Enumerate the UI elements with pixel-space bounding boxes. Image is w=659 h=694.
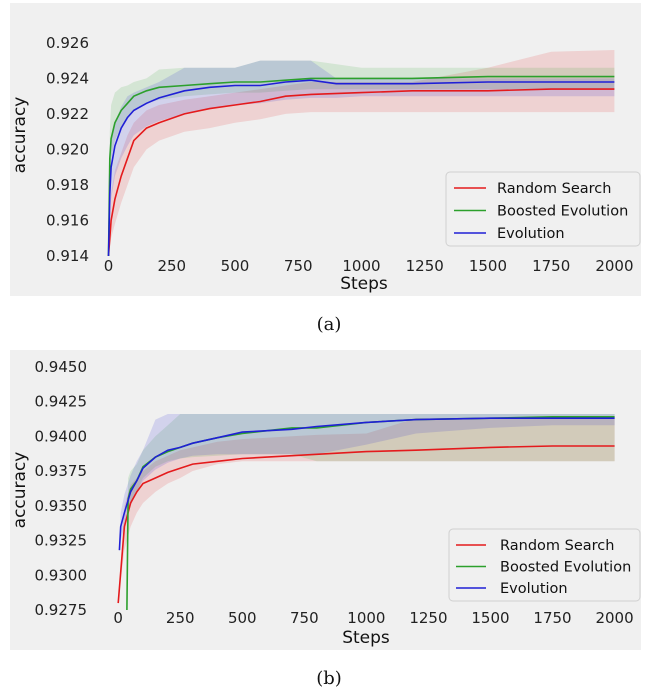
chart-a-y-tick-label: 0.922	[46, 105, 89, 123]
chart-a-line-boosted-evolution	[107, 75, 615, 257]
chart-b-y-ticks: 0.9275 0.9300 0.9325 0.9350 0.9375 0.9400 0.94…	[35, 358, 88, 619]
chart-b-y-tick-label: 0.9425	[35, 393, 88, 411]
chart-a-y-tick-label: 0.916	[46, 211, 89, 229]
chart-b-legend: Random Search Boosted Evolution Evolution	[448, 528, 641, 602]
chart-b-y-tick-label: 0.9375	[35, 462, 88, 480]
chart-b-x-tick-label: 2000	[595, 609, 633, 627]
chart-a-x-tick-label: 2000	[595, 257, 633, 275]
chart-a-caption: (a)	[317, 314, 342, 335]
chart-b-x-tick-label: 250	[166, 609, 195, 627]
chart-b-x-tick-label: 1750	[533, 609, 571, 627]
chart-a-x-tick-label: 1500	[469, 257, 507, 275]
chart-a-legend-label-boosted-evolution: Boosted Evolution	[497, 204, 628, 220]
chart-b-lines	[117, 415, 615, 611]
chart-a-x-tick-label: 750	[284, 257, 313, 275]
chart-b-band-evolution	[119, 414, 615, 551]
chart-b-y-tick-label: 0.9275	[35, 601, 88, 619]
chart-a-lines	[107, 75, 615, 257]
chart-a-x-tick-label: 500	[221, 257, 250, 275]
chart-a-y-tick-label: 0.918	[46, 176, 89, 194]
chart-a-legend-label-evolution: Evolution	[497, 226, 565, 242]
chart-a-band-evolution	[108, 60, 615, 256]
chart-a-legend-label-random-search: Random Search	[497, 181, 611, 197]
chart-b-x-tick-label: 1000	[347, 609, 385, 627]
chart-a-legend: Random Search Boosted Evolution Evolution	[445, 171, 641, 247]
chart-a-y-tick-label: 0.914	[46, 247, 89, 265]
chart-b-line-evolution	[118, 417, 615, 551]
chart-b-caption: (b)	[316, 668, 342, 689]
chart-b-x-tick-label: 0	[113, 609, 123, 627]
chart-b-x-tick-label: 750	[290, 609, 319, 627]
chart-a-band-boosted-evolution	[108, 60, 615, 256]
chart-b: 0.9275 0.9300 0.9325 0.9350 0.9375 0.9400 0.94…	[10, 350, 641, 689]
chart-a-x-axis-label: Steps	[340, 274, 388, 294]
chart-b-x-axis-label: Steps	[342, 628, 390, 648]
chart-a-y-tick-label: 0.924	[46, 69, 89, 87]
chart-b-legend-label-random-search: Random Search	[500, 538, 614, 554]
chart-b-y-axis-label: accuracy	[10, 452, 30, 529]
chart-b-plot-background	[10, 350, 641, 650]
chart-b-x-tick-label: 500	[228, 609, 257, 627]
chart-a-x-tick-label: 0	[104, 257, 114, 275]
chart-b-y-tick-label: 0.9350	[35, 497, 88, 515]
chart-b-bands	[118, 414, 615, 610]
chart-b-legend-label-evolution: Evolution	[500, 581, 568, 597]
chart-a-plot-background	[10, 3, 641, 296]
chart-b-legend-box	[448, 528, 641, 602]
chart-a-line-random-search	[107, 88, 615, 257]
chart-b-y-tick-label: 0.9325	[35, 532, 88, 550]
chart-b-legend-label-boosted-evolution: Boosted Evolution	[500, 560, 631, 576]
chart-a-line-evolution	[107, 79, 615, 257]
chart-b-band-boosted-evolution	[126, 414, 615, 610]
chart-a-legend-box	[445, 171, 641, 247]
chart-b-x-ticks: 0 250 500 750 1000 1250 1500 1750 2000	[113, 609, 633, 627]
chart-b-line-random-search	[117, 445, 615, 604]
chart-b-y-tick-label: 0.9450	[35, 358, 88, 376]
chart-a-y-tick-label: 0.920	[46, 140, 89, 158]
chart-a-x-tick-label: 250	[157, 257, 186, 275]
chart-b-x-tick-label: 1500	[471, 609, 509, 627]
chart-b-x-tick-label: 1250	[409, 609, 447, 627]
chart-b-band-random-search	[118, 418, 615, 604]
chart-a-x-ticks: 0 250 500 750 1000 1250 1500 1750 2000	[104, 257, 634, 275]
chart-a-bands	[108, 50, 615, 256]
chart-a-x-tick-label: 1250	[406, 257, 444, 275]
chart-b-y-tick-label: 0.9300	[35, 566, 88, 584]
chart-b-y-tick-label: 0.9400	[35, 427, 88, 445]
chart-a-y-tick-label: 0.926	[46, 34, 89, 52]
chart-a-x-tick-label: 1000	[342, 257, 380, 275]
chart-a-y-ticks: 0.914 0.916 0.918 0.920 0.922 0.924 0.926	[46, 34, 89, 265]
chart-a-y-axis-label: accuracy	[10, 97, 30, 174]
chart-a-band-random-search	[108, 50, 615, 256]
chart-a: 0.914 0.916 0.918 0.920 0.922 0.924 0.926 0 250…	[10, 3, 641, 335]
chart-a-x-tick-label: 1750	[532, 257, 570, 275]
